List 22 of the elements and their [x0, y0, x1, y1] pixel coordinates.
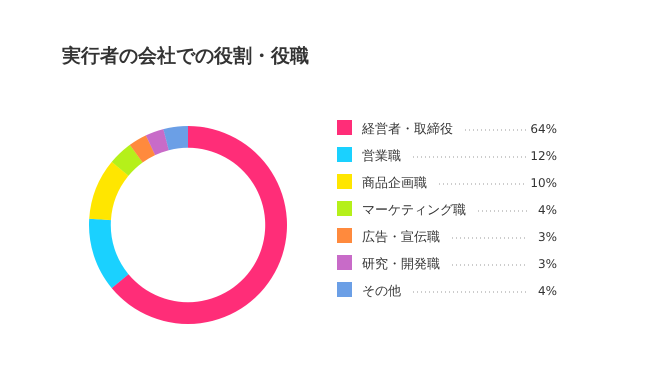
legend-label: その他 — [362, 284, 401, 299]
data-label: 3% — [538, 230, 557, 244]
data-label: 12% — [530, 149, 557, 163]
chart-title: 実行者の会社での役割・役職 — [61, 45, 309, 67]
data-label: 4% — [538, 203, 557, 217]
donut-slice — [163, 126, 188, 150]
donut-slice — [112, 144, 143, 176]
data-label: 10% — [530, 176, 557, 190]
legend-label: マーケティング職 — [362, 203, 466, 218]
legend-label: 営業職 — [362, 149, 401, 164]
data-label: 4% — [538, 284, 557, 298]
data-label: 3% — [538, 257, 557, 271]
legend-label: 商品企画職 — [362, 176, 427, 191]
donut-slice — [112, 126, 287, 324]
legend-label: 経営者・取締役 — [361, 122, 453, 137]
legend-label: 研究・開発職 — [362, 257, 440, 272]
donut-slice — [89, 218, 128, 288]
donut-slice — [146, 129, 169, 156]
data-label: 64% — [530, 122, 557, 136]
legend-label: 広告・宣伝職 — [362, 229, 440, 245]
donut-slice — [89, 162, 128, 220]
donut-slice — [130, 135, 156, 163]
